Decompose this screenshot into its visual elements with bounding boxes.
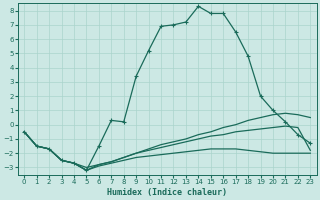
X-axis label: Humidex (Indice chaleur): Humidex (Indice chaleur): [107, 188, 227, 197]
